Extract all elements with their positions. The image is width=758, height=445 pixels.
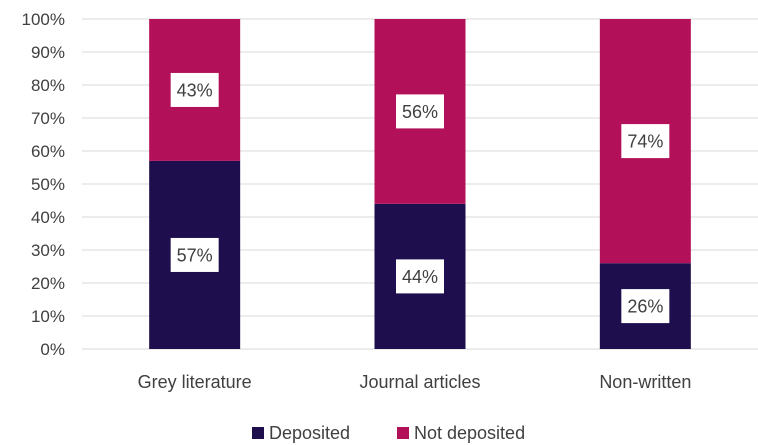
data-label-box: [170, 72, 219, 107]
y-tick-label: 100%: [22, 10, 65, 29]
y-tick-label: 40%: [31, 208, 65, 227]
data-label: 26%: [627, 297, 663, 317]
legend-label: Not deposited: [414, 423, 525, 443]
y-tick-label: 10%: [31, 307, 65, 326]
legend-swatch: [397, 427, 409, 439]
legend-swatch: [252, 427, 264, 439]
data-labels: 57% 43% 44% 56% 26% 74%: [170, 72, 670, 324]
y-tick-label: 30%: [31, 241, 65, 260]
data-label-box: [621, 289, 670, 324]
y-tick-label: 80%: [31, 76, 65, 95]
y-tick-label: 50%: [31, 175, 65, 194]
y-tick-label: 20%: [31, 274, 65, 293]
data-label: 44%: [402, 267, 438, 287]
data-label-box: [396, 94, 444, 129]
data-label: 43%: [177, 80, 213, 100]
data-label-box: [396, 259, 444, 294]
y-tick-label: 60%: [31, 142, 65, 161]
data-label-box: [621, 124, 670, 159]
legend: Deposited Not deposited: [252, 423, 525, 443]
data-label: 57%: [177, 245, 213, 265]
y-tick-label: 0%: [40, 340, 65, 359]
x-category-label: Journal articles: [359, 372, 480, 392]
data-label: 74%: [627, 132, 663, 152]
x-category-label: Grey literature: [138, 372, 252, 392]
y-tick-label: 70%: [31, 109, 65, 128]
legend-label: Deposited: [269, 423, 350, 443]
x-category-label: Non-written: [599, 372, 691, 392]
bars: [149, 19, 691, 349]
data-label-box: [170, 237, 219, 272]
x-axis-categories: Grey literature Journal articles Non-writt…: [138, 372, 692, 392]
data-label: 56%: [402, 102, 438, 122]
y-axis-ticks: 0% 10% 20% 30% 40% 50% 60% 70% 80% 90% 100%: [22, 10, 65, 359]
y-tick-label: 90%: [31, 43, 65, 62]
